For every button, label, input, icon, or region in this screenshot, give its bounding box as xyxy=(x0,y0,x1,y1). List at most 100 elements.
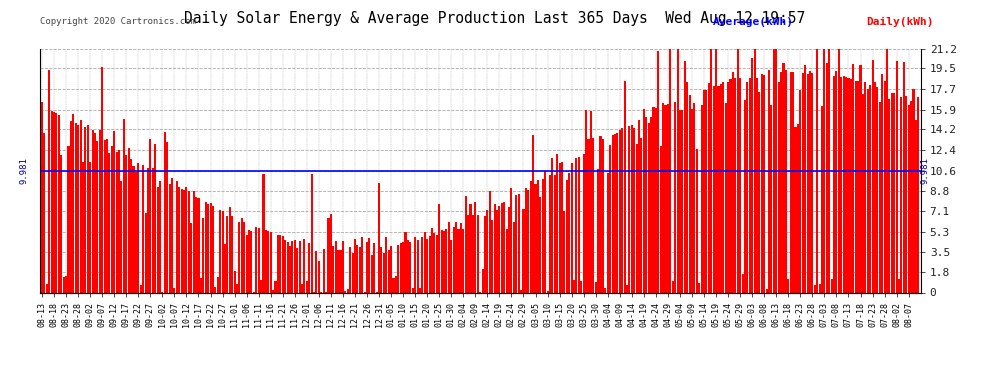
Bar xyxy=(535,184,537,292)
Bar xyxy=(308,243,310,292)
Bar xyxy=(50,111,52,292)
Bar xyxy=(188,191,190,292)
Bar xyxy=(77,125,79,292)
Bar xyxy=(294,240,296,292)
Bar xyxy=(842,76,844,292)
Bar xyxy=(217,277,219,292)
Bar xyxy=(385,237,387,292)
Bar xyxy=(397,244,399,292)
Bar xyxy=(756,78,758,292)
Bar xyxy=(647,123,649,292)
Bar xyxy=(49,70,50,292)
Bar xyxy=(898,279,900,292)
Bar xyxy=(841,77,842,292)
Bar xyxy=(652,107,654,292)
Bar xyxy=(190,224,192,292)
Bar xyxy=(140,285,142,292)
Bar xyxy=(496,210,498,292)
Bar xyxy=(513,222,515,292)
Bar xyxy=(477,216,479,292)
Bar xyxy=(272,290,274,292)
Bar xyxy=(854,81,856,292)
Bar xyxy=(619,130,621,292)
Bar xyxy=(723,82,725,292)
Bar xyxy=(626,285,628,292)
Bar xyxy=(227,216,229,292)
Bar xyxy=(790,72,792,292)
Bar xyxy=(590,111,592,292)
Bar xyxy=(859,65,861,292)
Bar xyxy=(439,204,441,292)
Bar xyxy=(553,175,555,292)
Bar xyxy=(718,86,720,292)
Bar xyxy=(561,162,563,292)
Bar xyxy=(168,184,170,292)
Bar xyxy=(746,82,748,292)
Bar xyxy=(896,61,898,292)
Bar xyxy=(908,105,910,292)
Bar xyxy=(732,72,734,292)
Bar xyxy=(804,65,806,292)
Bar xyxy=(498,206,500,292)
Bar xyxy=(342,242,344,292)
Bar xyxy=(807,74,809,292)
Bar xyxy=(274,280,276,292)
Bar xyxy=(821,106,823,292)
Bar xyxy=(742,274,743,292)
Bar xyxy=(299,241,301,292)
Bar xyxy=(44,134,46,292)
Bar xyxy=(662,103,664,292)
Bar xyxy=(643,109,644,292)
Bar xyxy=(277,235,279,292)
Bar xyxy=(378,183,380,292)
Bar xyxy=(684,61,686,292)
Bar xyxy=(349,248,351,292)
Bar xyxy=(390,246,392,292)
Bar xyxy=(701,105,703,292)
Bar xyxy=(422,237,424,292)
Bar xyxy=(462,229,464,292)
Bar xyxy=(291,241,293,292)
Bar xyxy=(392,279,394,292)
Bar xyxy=(46,284,48,292)
Bar xyxy=(214,287,217,292)
Bar xyxy=(260,280,262,292)
Bar xyxy=(802,73,804,292)
Bar xyxy=(847,78,849,292)
Bar xyxy=(748,78,750,292)
Bar xyxy=(782,63,784,292)
Bar xyxy=(452,226,454,292)
Bar xyxy=(255,227,257,292)
Bar xyxy=(575,158,577,292)
Bar xyxy=(79,120,81,292)
Bar xyxy=(799,90,801,292)
Bar xyxy=(41,102,43,292)
Bar xyxy=(151,168,153,292)
Bar xyxy=(544,171,546,292)
Bar xyxy=(106,139,108,292)
Bar xyxy=(587,140,589,292)
Bar xyxy=(101,67,103,292)
Bar xyxy=(96,141,98,292)
Bar xyxy=(265,231,267,292)
Bar xyxy=(197,198,200,292)
Bar xyxy=(306,281,308,292)
Bar xyxy=(130,159,132,292)
Bar xyxy=(696,149,698,292)
Bar xyxy=(128,148,130,292)
Bar xyxy=(222,211,224,292)
Bar xyxy=(604,288,606,292)
Bar xyxy=(852,63,854,292)
Bar xyxy=(795,127,797,292)
Bar xyxy=(910,101,912,292)
Bar xyxy=(361,237,363,292)
Bar xyxy=(607,173,609,292)
Bar xyxy=(836,71,838,292)
Bar xyxy=(316,251,318,292)
Bar xyxy=(424,232,426,292)
Bar xyxy=(279,236,281,292)
Bar xyxy=(881,74,883,292)
Bar xyxy=(417,240,419,292)
Bar xyxy=(819,284,821,292)
Bar xyxy=(634,128,636,292)
